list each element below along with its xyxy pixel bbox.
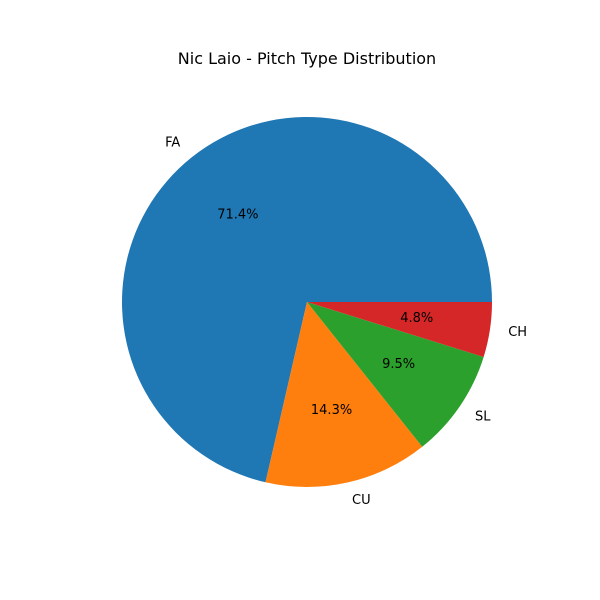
pie-slice-ch — [307, 302, 492, 357]
pie-slice-sl — [307, 302, 484, 447]
percent-label-ch: 4.8% — [400, 311, 433, 326]
pie-slices — [122, 117, 492, 488]
percent-label-sl: 9.5% — [382, 357, 415, 372]
chart-title: Nic Laio - Pitch Type Distribution — [178, 49, 436, 68]
percent-label-cu: 14.3% — [311, 403, 352, 418]
slice-label-ch: CH — [508, 325, 527, 340]
slice-label-fa: FA — [165, 135, 180, 150]
pie-slice-fa — [122, 117, 492, 483]
slice-label-sl: SL — [475, 409, 491, 424]
slice-label-cu: CU — [352, 493, 371, 508]
percent-label-fa: 71.4% — [217, 208, 258, 223]
pie-labels: FA 71.4% CU 14.3% SL 9.5% CH 4.8% — [165, 135, 527, 508]
pie-slice-cu — [265, 302, 423, 488]
